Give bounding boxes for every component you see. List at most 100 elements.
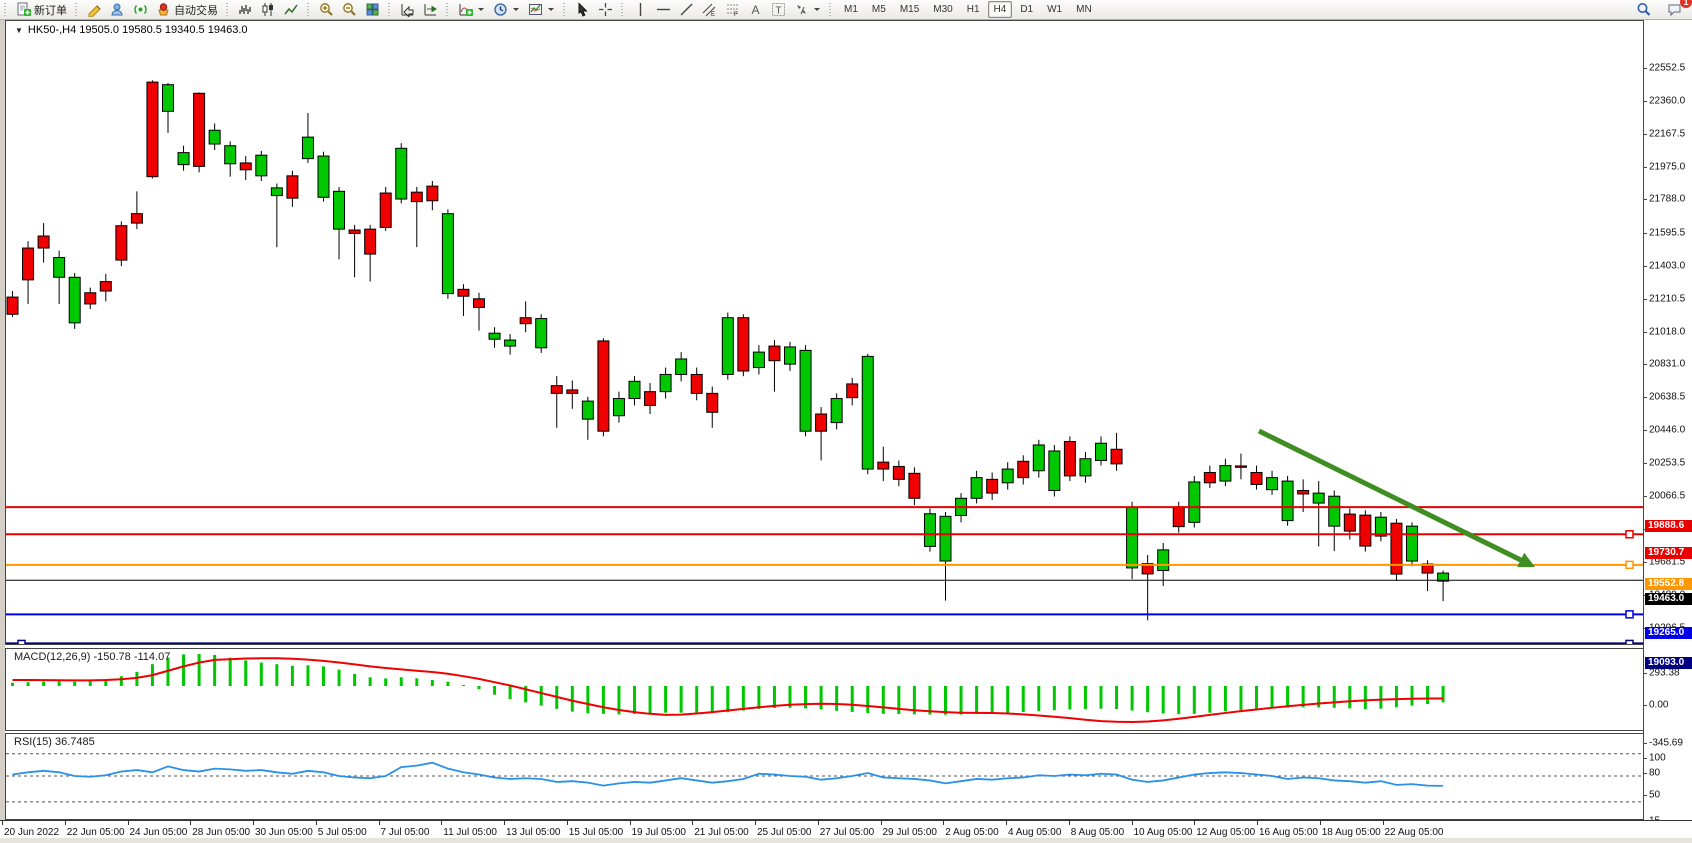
candle-body: [1017, 460, 1030, 479]
candle-body: [53, 257, 66, 278]
dropdown-caret-icon: [547, 5, 555, 14]
candle-body: [1359, 514, 1372, 547]
price-line-label-19463.0[interactable]: 19463.0: [1645, 593, 1692, 606]
templates-button[interactable]: [524, 0, 559, 19]
price-axis[interactable]: 22552.5 22360.0 22167.5 21975.0 21788.0 21595…: [1643, 20, 1692, 838]
price-tick-label: 22167.5: [1649, 128, 1686, 140]
autoscroll-button[interactable]: [419, 0, 442, 19]
price-tick-mark: [1644, 167, 1647, 168]
candle-body: [1266, 477, 1279, 491]
candle-body: [473, 298, 485, 308]
candles[interactable]: [6, 80, 1450, 621]
pencil-button[interactable]: [83, 0, 106, 19]
indicators-button[interactable]: [454, 0, 489, 19]
timeframe-button-mn[interactable]: MN: [1076, 4, 1092, 15]
rsi-tick-mark: [1644, 758, 1647, 759]
fibonacci-icon: F: [725, 2, 740, 17]
time-axis[interactable]: 20 Jun 2022 22 Jun 05:00 24 Jun 05:00 28 Ju…: [0, 820, 1692, 843]
price-tick-mark: [1644, 299, 1647, 300]
candle-body: [1032, 444, 1045, 472]
autotrade-button[interactable]: 自动交易: [152, 0, 222, 19]
candle-body: [1328, 495, 1341, 527]
macd-panel[interactable]: MACD(12,26,9) -150.78 -114.07: [5, 648, 1643, 731]
candles-chart-icon: [261, 2, 276, 17]
shift-chart-button[interactable]: [396, 0, 419, 19]
timeframe-button-m15[interactable]: M15: [899, 4, 920, 15]
tile-windows-icon: [365, 2, 380, 17]
search-button[interactable]: [1632, 0, 1655, 19]
hline-handle[interactable]: [1625, 610, 1634, 619]
timeframe-button-w1[interactable]: W1: [1047, 4, 1063, 15]
vertical-line-button[interactable]: [629, 0, 652, 19]
trend-arrow-head[interactable]: [1517, 552, 1535, 568]
notifications-button[interactable]: 1: [1663, 0, 1692, 19]
signals-button[interactable]: [129, 0, 152, 19]
text-button[interactable]: A: [744, 0, 767, 19]
trend-arrow-line[interactable]: [1257, 428, 1528, 565]
timeframe-button-m5[interactable]: M5: [871, 4, 886, 15]
line-chart-button[interactable]: [280, 0, 303, 19]
main-chart-panel[interactable]: ▼ HK50-,H4 19505.0 19580.5 19340.5 19463…: [5, 20, 1644, 645]
rsi-panel[interactable]: RSI(15) 36.7485: [5, 733, 1644, 820]
hline-handle[interactable]: [1625, 560, 1634, 570]
time-tick-label: 10 Aug 05:00: [1133, 827, 1193, 838]
rsi-tick-label: 80: [1649, 767, 1661, 779]
time-tick-mark: [128, 821, 129, 825]
new-order-button[interactable]: 新订单: [12, 0, 71, 19]
candles-chart-button[interactable]: [257, 0, 280, 19]
zoom-out-button[interactable]: [338, 0, 361, 19]
candle-body: [99, 281, 112, 292]
candle-body: [612, 398, 625, 417]
time-tick-label: 4 Aug 05:00: [1008, 827, 1062, 838]
candle-body: [737, 317, 750, 372]
chart-symbol-title[interactable]: ▼ HK50-,H4 19505.0 19580.5 19340.5 19463…: [15, 24, 248, 36]
price-tick-mark: [1644, 463, 1647, 464]
timeframe-button-m1[interactable]: M1: [844, 4, 858, 15]
horizontal-line-button[interactable]: [652, 0, 675, 19]
crosshair-button[interactable]: [594, 0, 617, 19]
candle-body: [1157, 549, 1170, 571]
hline-handle[interactable]: [17, 639, 26, 644]
price-tick-label: 21788.0: [1649, 193, 1686, 205]
macd-chart[interactable]: [6, 649, 1644, 730]
cursor-icon: [575, 2, 590, 17]
candle-body: [1250, 471, 1263, 486]
price-line-label-19730.7[interactable]: 19730.7: [1645, 547, 1692, 560]
price-line-label-19888.6[interactable]: 19888.6: [1645, 520, 1692, 533]
channel-button[interactable]: E: [698, 0, 721, 19]
time-tick-label: 28 Jun 05:00: [192, 827, 251, 838]
tile-windows-button[interactable]: [361, 0, 384, 19]
candlestick-chart[interactable]: [6, 21, 1644, 644]
bars-chart-button[interactable]: [234, 0, 257, 19]
price-line-label-19265.0[interactable]: 19265.0: [1645, 627, 1692, 640]
timeframe-button-h4[interactable]: H4: [987, 1, 1013, 18]
timeframe-button-m30[interactable]: M30: [933, 4, 953, 15]
zoom-in-button[interactable]: [315, 0, 338, 19]
cursor-button[interactable]: [571, 0, 594, 19]
macd-histogram: [11, 654, 1445, 715]
arrows-button[interactable]: [790, 0, 825, 19]
rsi-tick-label: 100: [1649, 752, 1666, 764]
indicators-icon: [458, 2, 473, 17]
channel-icon: E: [702, 2, 717, 17]
text-label-button[interactable]: T: [767, 0, 790, 19]
hline-handle[interactable]: [1625, 639, 1634, 644]
price-line-label-19093.0[interactable]: 19093.0: [1645, 656, 1692, 669]
search-icon: [1636, 2, 1651, 17]
community-button[interactable]: [106, 0, 129, 19]
candle-body: [1001, 468, 1014, 484]
toolbar-grip: [75, 3, 80, 16]
periods-button[interactable]: [489, 0, 524, 19]
time-tick-label: 16 Aug 05:00: [1259, 827, 1318, 838]
price-tick-label: 22360.0: [1649, 95, 1686, 107]
time-tick-label: 29 Jul 05:00: [882, 827, 938, 838]
price-tick-mark: [1644, 68, 1647, 69]
fibonacci-button[interactable]: F: [721, 0, 744, 19]
timeframe-button-h1[interactable]: H1: [966, 4, 980, 15]
timeframe-button-d1[interactable]: D1: [1020, 4, 1034, 15]
rsi-chart[interactable]: [6, 734, 1644, 819]
price-line-label-19552.8[interactable]: 19552.8: [1645, 577, 1692, 590]
trendline-button[interactable]: [675, 0, 698, 19]
hline-handle[interactable]: [1625, 530, 1634, 539]
candle-body: [1297, 490, 1310, 495]
